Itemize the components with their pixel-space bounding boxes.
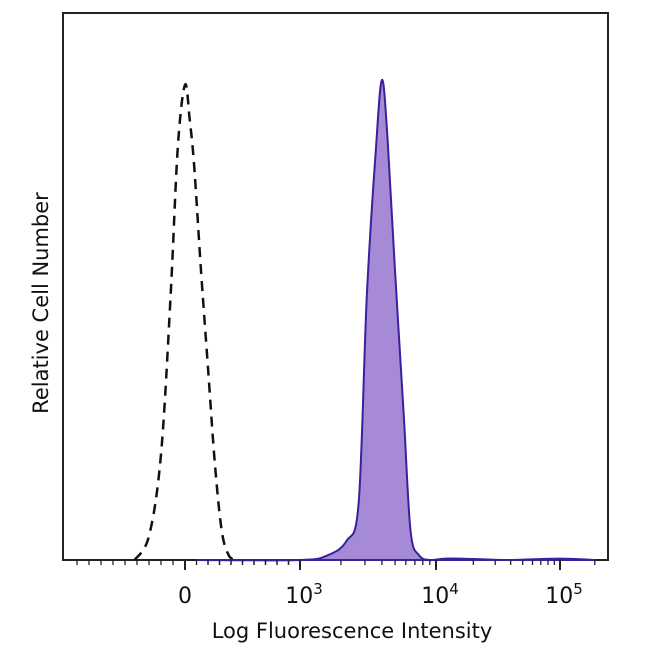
filled-sample-histogram: [196, 78, 595, 562]
plot-frame: [62, 12, 609, 561]
x-tick-label: 0: [178, 584, 192, 609]
x-tick-labels: 0 103 104 105: [178, 580, 583, 609]
y-axis-label: Relative Cell Number: [29, 192, 53, 414]
series-layer: [133, 78, 595, 562]
dashed-control-histogram: [133, 83, 237, 562]
x-tick-label: 105: [545, 580, 583, 609]
x-tick-label: 104: [421, 580, 459, 609]
x-axis-label: Log Fluorescence Intensity: [212, 619, 493, 643]
x-tick-marks: [76, 560, 596, 570]
x-tick-label: 103: [285, 580, 323, 609]
